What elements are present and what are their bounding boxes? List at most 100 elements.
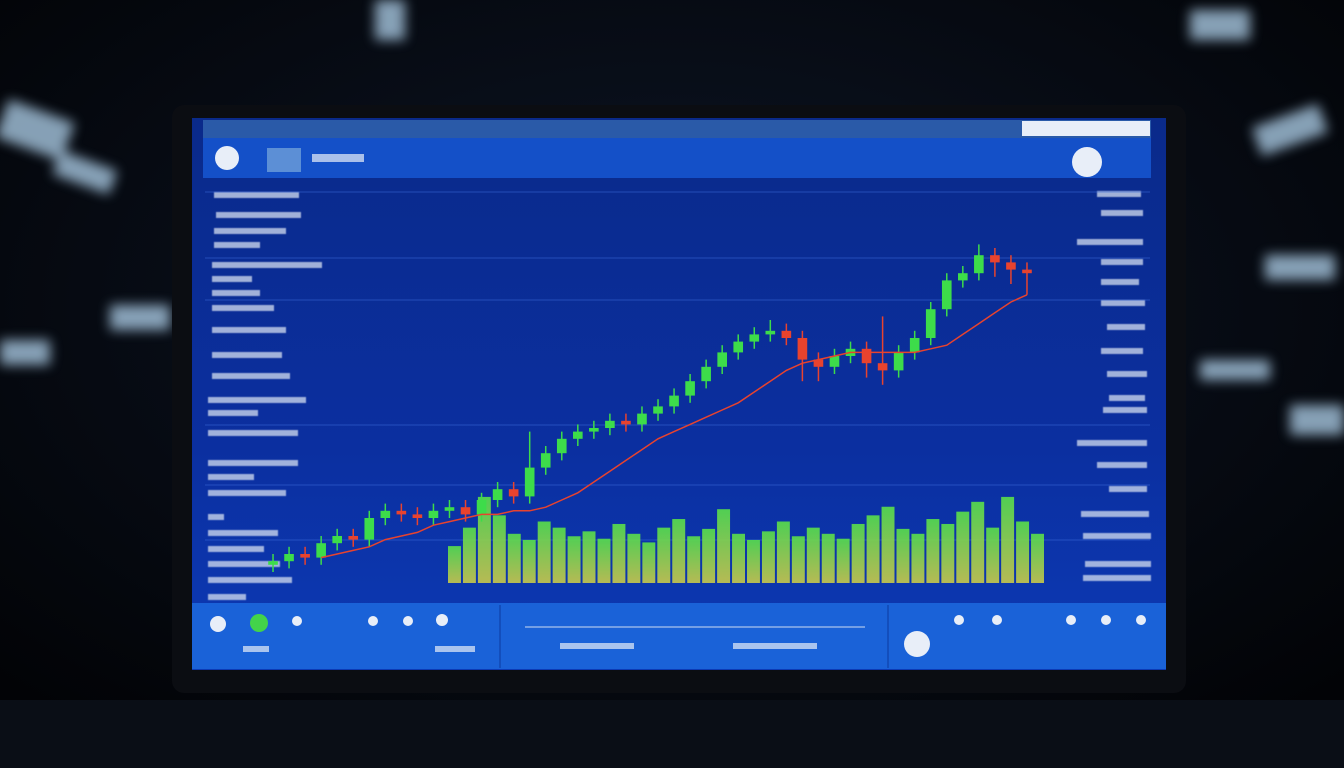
volume-bar [642,542,656,583]
icon[interactable] [954,615,964,625]
candle-body [573,431,583,439]
candle-body [396,510,407,515]
volume-bar [956,511,970,583]
candle-body [781,330,792,338]
icon[interactable] [1136,615,1146,625]
price-labels [1077,191,1151,581]
volume-bar [911,533,925,583]
candle-body [749,334,760,342]
volume-bar [522,539,536,583]
candle-body [428,510,439,518]
volume-bar [567,536,581,583]
volume-bar [941,523,955,583]
candle-body [380,510,391,518]
candle-body [412,514,423,518]
volume-bar [552,527,566,583]
icon[interactable] [210,616,226,632]
candle-body [1022,269,1032,274]
candle-body [877,363,888,371]
tab-button[interactable] [267,148,301,172]
candle-body [589,428,599,432]
toolbar-icons [210,614,1146,657]
volume-bar [971,501,985,583]
logo[interactable] [215,146,239,170]
volume-bar [791,536,805,583]
candle-body [829,356,840,367]
candle-body [861,348,872,364]
volume-bar [806,527,820,583]
volume-bar [986,527,1000,583]
volume-bar [448,546,461,583]
volume-bar [926,519,940,583]
icon[interactable] [368,616,378,626]
volume-bar [896,528,910,583]
ceiling-lights [0,0,1344,435]
volume-bar [462,527,476,583]
volume-bar [672,519,686,583]
tab-title [312,154,364,162]
candle-body [669,395,679,407]
volume-bar [492,515,506,583]
volume-bar [821,533,835,583]
candle-body [893,352,904,371]
candle-body [540,453,551,468]
volume-bar [657,527,671,583]
candle-body [524,467,535,497]
volume-bar [627,533,641,583]
candle-body [685,381,695,396]
bottom-panel [192,603,1166,669]
candle-body [300,554,310,558]
icon[interactable] [1101,615,1111,625]
candle-body [765,330,776,335]
volume-bar [1031,533,1044,583]
candle-body [653,406,663,414]
candle-body [316,543,326,558]
icon[interactable] [292,616,302,626]
candle-body [701,366,711,382]
icon[interactable] [992,615,1002,625]
candle-body [284,554,294,562]
icon[interactable] [250,614,268,632]
candle-body [797,338,808,360]
volume-bar [851,523,865,583]
volume-bar [761,531,775,583]
moving-average [320,294,1028,559]
icon[interactable] [1066,615,1076,625]
candle-body [990,255,1000,263]
volume-bar [702,528,716,583]
candle-body [1006,262,1016,270]
volume-bar [1001,496,1015,583]
candle-body [476,500,487,515]
volume-bar [717,509,731,583]
candle-body [941,280,952,310]
icon[interactable] [904,631,930,657]
volume-bar [747,539,760,583]
candle-body [813,359,824,367]
candle-body [974,255,984,274]
candle-body [909,338,920,353]
candle-body [364,518,375,540]
volume-bar [687,536,701,583]
volume-bar [732,533,745,583]
status-field [1022,121,1150,136]
candle-body [717,352,727,367]
candle-body [958,273,968,281]
candle-body [508,489,519,497]
desk [0,700,1344,768]
candle-body [492,489,503,500]
volume-bar [866,515,880,583]
volume-bar [836,538,850,583]
volume-bar [612,523,626,583]
icon[interactable] [403,616,413,626]
volume-bar [776,521,790,583]
chart [205,191,1150,583]
user-icon[interactable] [1072,147,1102,177]
icon[interactable] [436,614,448,626]
candle-body [637,413,647,425]
candle-body [332,536,342,544]
status-bar [203,120,1151,138]
volume-bar [597,538,611,583]
candle-body [621,420,631,425]
volume-bar [1016,521,1030,583]
